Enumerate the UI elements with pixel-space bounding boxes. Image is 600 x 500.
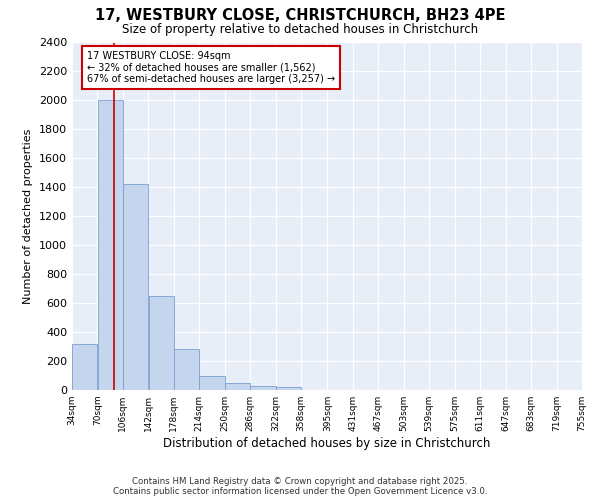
Text: 17 WESTBURY CLOSE: 94sqm
← 32% of detached houses are smaller (1,562)
67% of sem: 17 WESTBURY CLOSE: 94sqm ← 32% of detach… [87, 51, 335, 84]
Bar [250, 386, 275, 390]
Text: 17, WESTBURY CLOSE, CHRISTCHURCH, BH23 4PE: 17, WESTBURY CLOSE, CHRISTCHURCH, BH23 4… [95, 8, 505, 22]
Bar [225, 384, 250, 390]
Text: Contains HM Land Registry data © Crown copyright and database right 2025.
Contai: Contains HM Land Registry data © Crown c… [113, 476, 487, 496]
Bar [174, 350, 199, 390]
Text: Size of property relative to detached houses in Christchurch: Size of property relative to detached ho… [122, 22, 478, 36]
Bar [149, 296, 174, 390]
Y-axis label: Number of detached properties: Number of detached properties [23, 128, 34, 304]
X-axis label: Distribution of detached houses by size in Christchurch: Distribution of detached houses by size … [163, 437, 491, 450]
Bar [199, 376, 224, 390]
Bar [123, 184, 148, 390]
Bar [276, 387, 301, 390]
Bar [98, 100, 123, 390]
Bar [72, 344, 97, 390]
